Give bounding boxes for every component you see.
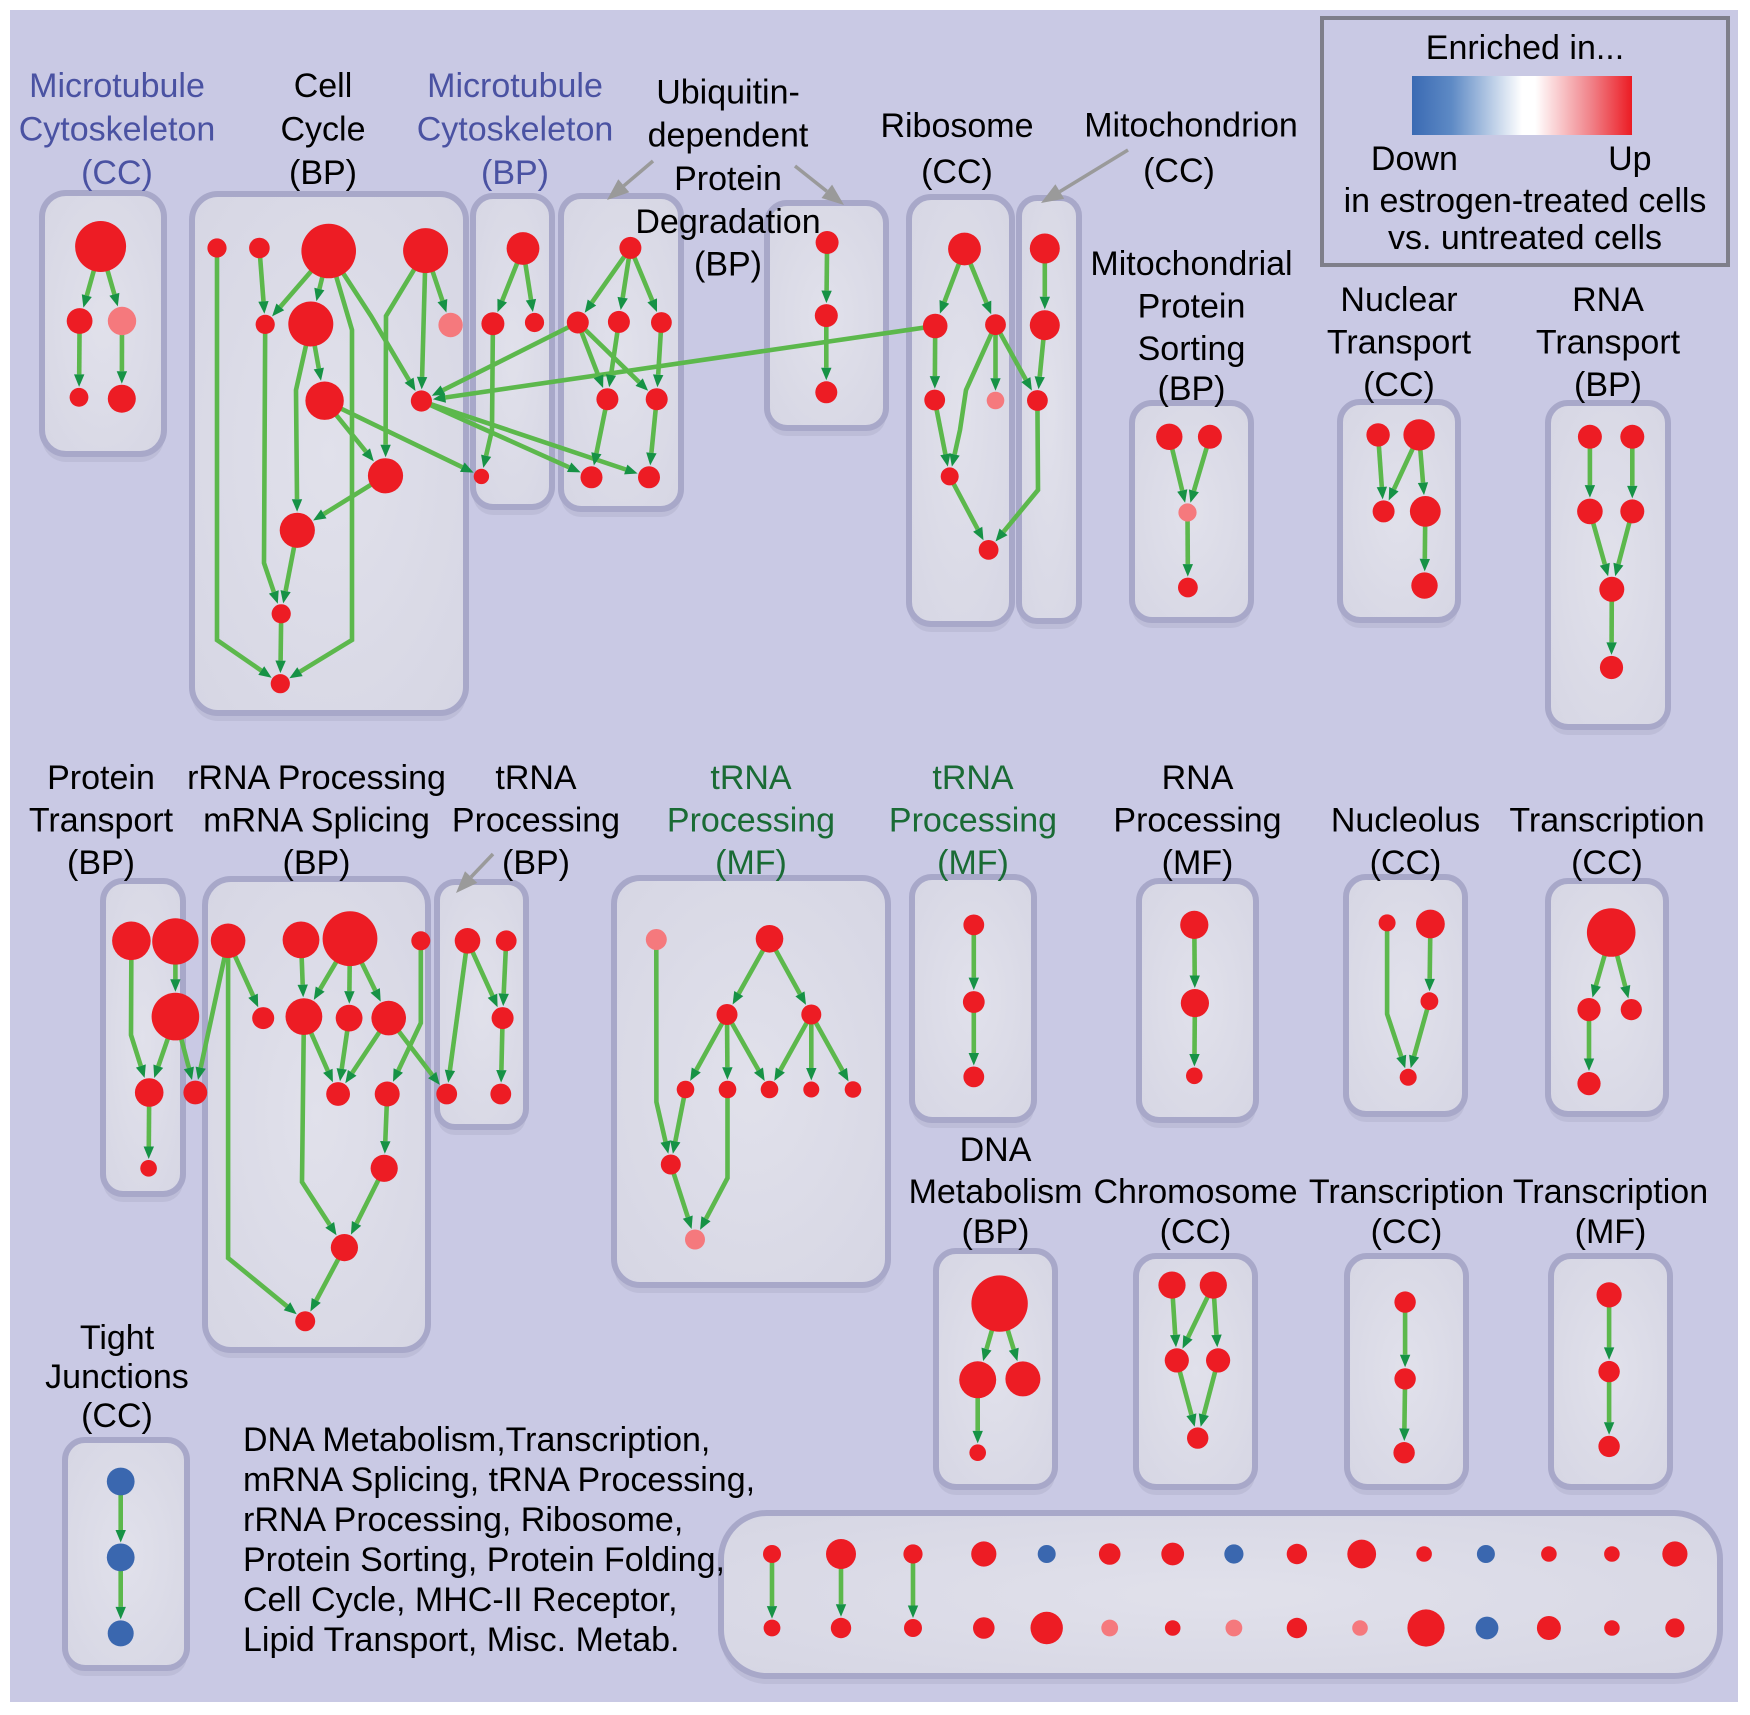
svg-text:(BP): (BP)	[694, 246, 762, 284]
svg-text:Processing: Processing	[452, 802, 620, 840]
svg-text:Up: Up	[1608, 140, 1651, 178]
svg-text:(CC): (CC)	[1160, 1213, 1232, 1251]
svg-text:Microtubule: Microtubule	[29, 67, 205, 105]
svg-text:Ribosome: Ribosome	[880, 107, 1033, 145]
svg-text:Processing: Processing	[1113, 802, 1281, 840]
svg-text:Transport: Transport	[1536, 324, 1681, 362]
svg-text:(MF): (MF)	[715, 844, 787, 882]
svg-text:Protein Sorting, Protein Foldi: Protein Sorting, Protein Folding,	[243, 1541, 725, 1579]
svg-text:Protein: Protein	[1138, 288, 1246, 326]
svg-text:tRNA: tRNA	[932, 759, 1014, 797]
svg-text:dependent: dependent	[648, 117, 809, 155]
svg-text:tRNA: tRNA	[495, 759, 577, 797]
svg-text:(CC): (CC)	[81, 154, 153, 192]
svg-text:Protein: Protein	[674, 160, 782, 198]
svg-text:(BP): (BP)	[502, 844, 570, 882]
svg-text:(BP): (BP)	[1574, 366, 1642, 404]
svg-text:mRNA Splicing, tRNA Processing: mRNA Splicing, tRNA Processing,	[243, 1461, 755, 1499]
svg-text:(BP): (BP)	[481, 154, 549, 192]
svg-text:Ubiquitin-: Ubiquitin-	[656, 74, 800, 112]
svg-text:Metabolism: Metabolism	[909, 1173, 1083, 1211]
svg-text:(MF): (MF)	[1575, 1213, 1647, 1251]
svg-text:DNA Metabolism,Transcription,: DNA Metabolism,Transcription,	[243, 1421, 710, 1459]
svg-text:Protein: Protein	[47, 759, 155, 797]
svg-text:(CC): (CC)	[1370, 844, 1442, 882]
svg-text:vs. untreated cells: vs. untreated cells	[1388, 219, 1662, 257]
svg-text:rRNA Processing: rRNA Processing	[187, 759, 446, 797]
svg-text:Cytoskeleton: Cytoskeleton	[417, 111, 614, 149]
svg-text:Lipid Transport, Misc. Metab.: Lipid Transport, Misc. Metab.	[243, 1621, 680, 1659]
svg-text:(CC): (CC)	[1571, 844, 1643, 882]
svg-text:RNA: RNA	[1572, 281, 1644, 319]
svg-text:(BP): (BP)	[1158, 370, 1226, 408]
svg-text:Cell Cycle, MHC-II Receptor,: Cell Cycle, MHC-II Receptor,	[243, 1581, 678, 1619]
svg-text:Nucleolus: Nucleolus	[1331, 802, 1480, 840]
svg-text:Transport: Transport	[1327, 324, 1472, 362]
svg-text:Sorting: Sorting	[1138, 330, 1246, 368]
svg-text:(CC): (CC)	[1143, 152, 1215, 190]
svg-text:Cell: Cell	[294, 67, 353, 105]
svg-text:mRNA Splicing: mRNA Splicing	[203, 802, 430, 840]
svg-text:(CC): (CC)	[1363, 366, 1435, 404]
svg-text:rRNA Processing, Ribosome,: rRNA Processing, Ribosome,	[243, 1501, 683, 1539]
svg-text:Transcription: Transcription	[1309, 1173, 1504, 1211]
svg-text:(BP): (BP)	[283, 844, 351, 882]
svg-text:Mitochondrial: Mitochondrial	[1090, 245, 1292, 283]
svg-text:Down: Down	[1371, 140, 1458, 178]
svg-text:Processing: Processing	[667, 802, 835, 840]
svg-text:(CC): (CC)	[1371, 1213, 1443, 1251]
svg-text:(BP): (BP)	[962, 1213, 1030, 1251]
svg-text:Enriched in...: Enriched in...	[1426, 29, 1624, 67]
svg-text:(MF): (MF)	[937, 844, 1009, 882]
svg-text:Degradation: Degradation	[635, 203, 820, 241]
svg-text:(CC): (CC)	[921, 153, 993, 191]
svg-text:Transcription: Transcription	[1509, 802, 1704, 840]
svg-text:Microtubule: Microtubule	[427, 67, 603, 105]
svg-text:Cycle: Cycle	[280, 111, 365, 149]
svg-text:DNA: DNA	[960, 1131, 1032, 1169]
svg-text:Transcription: Transcription	[1513, 1173, 1708, 1211]
svg-text:Tight: Tight	[80, 1319, 155, 1357]
svg-text:(MF): (MF)	[1162, 844, 1234, 882]
svg-text:Mitochondrion: Mitochondrion	[1084, 107, 1298, 145]
svg-text:tRNA: tRNA	[710, 759, 792, 797]
svg-text:in estrogen-treated cells: in estrogen-treated cells	[1344, 182, 1707, 220]
svg-text:Cytoskeleton: Cytoskeleton	[19, 111, 216, 149]
svg-text:Nuclear: Nuclear	[1340, 281, 1457, 319]
svg-text:Transport: Transport	[29, 802, 174, 840]
svg-text:RNA: RNA	[1162, 759, 1234, 797]
svg-text:(CC): (CC)	[81, 1397, 153, 1435]
svg-text:(BP): (BP)	[67, 844, 135, 882]
svg-text:Chromosome: Chromosome	[1093, 1173, 1297, 1211]
svg-text:(BP): (BP)	[289, 154, 357, 192]
svg-text:Processing: Processing	[889, 802, 1057, 840]
svg-text:Junctions: Junctions	[45, 1358, 189, 1396]
